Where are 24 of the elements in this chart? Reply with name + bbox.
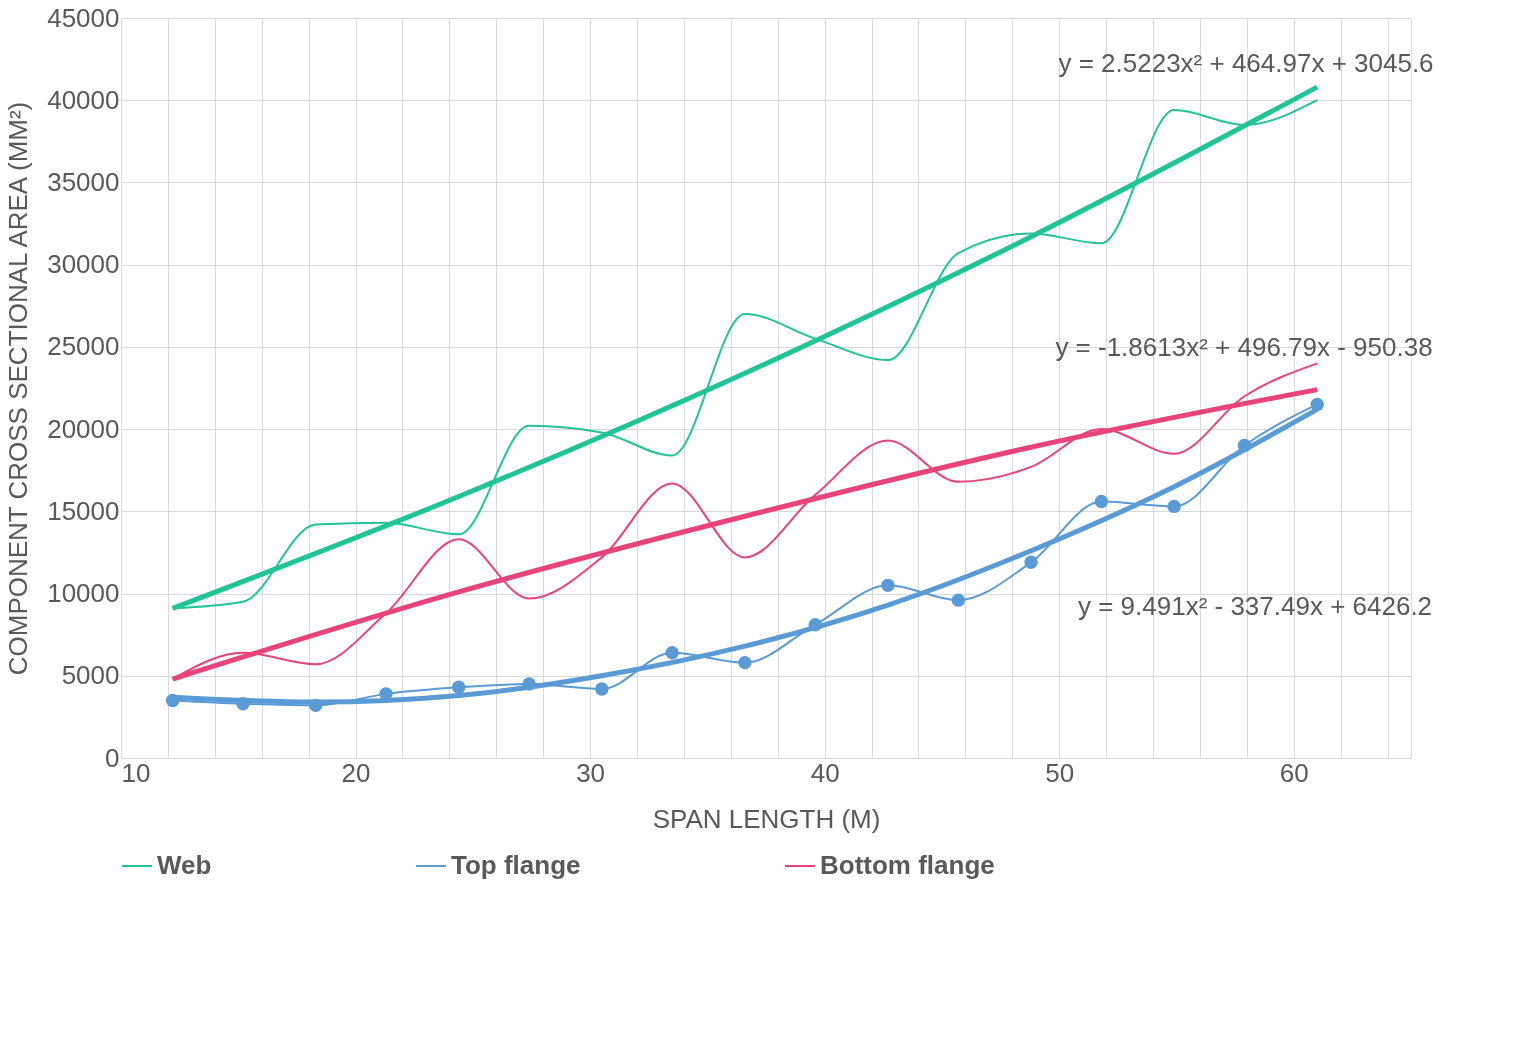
y-tick-label: 15000: [47, 495, 120, 526]
legend-label: Bottom flange: [820, 850, 995, 880]
y-tick-label: 20000: [47, 413, 120, 444]
x-tick-label: 60: [1279, 757, 1309, 788]
y-tick-label: 45000: [47, 2, 120, 33]
legend-label: Top flange: [451, 850, 581, 880]
y-tick-label: 10000: [47, 578, 120, 609]
legend-label: Web: [157, 850, 212, 880]
annotation: y = -1.8613x² + 496.79x - 950.38: [1055, 332, 1433, 362]
y-tick-label: 40000: [47, 84, 120, 115]
y-tick-label: 0: [105, 742, 120, 773]
annotation: y = 2.5223x² + 464.97x + 3045.6: [1058, 48, 1434, 78]
x-tick-label: 40: [810, 757, 840, 788]
x-tick-label: 10: [121, 757, 151, 788]
x-tick-label: 30: [576, 757, 606, 788]
y-tick-label: 35000: [47, 166, 120, 197]
x-tick-label: 50: [1045, 757, 1075, 788]
y-tick-label: 25000: [47, 331, 120, 362]
x-axis-title: SPAN LENGTH (M): [652, 803, 881, 834]
y-tick-label: 30000: [47, 249, 120, 280]
x-tick-label: 20: [341, 757, 371, 788]
annotation: y = 9.491x² - 337.49x + 6426.2: [1077, 591, 1433, 621]
y-axis-title: COMPONENT CROSS SECTIONAL AREA (MM²): [3, 101, 34, 676]
y-tick-label: 5000: [61, 660, 120, 691]
